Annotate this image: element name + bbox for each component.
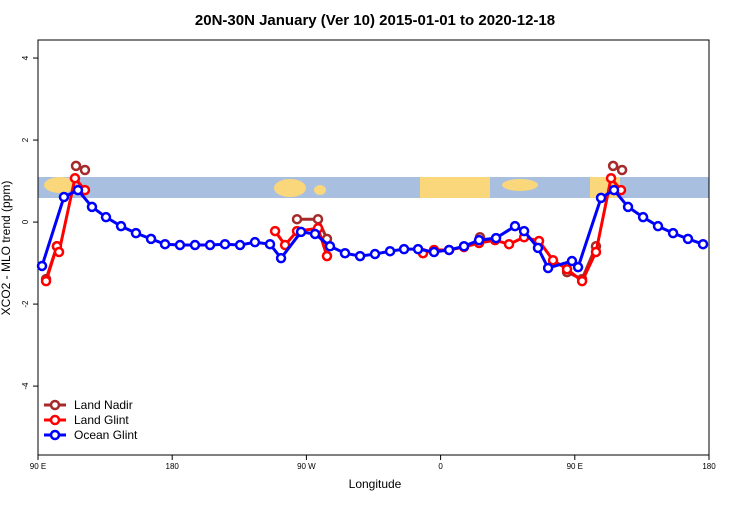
data-point <box>53 246 65 258</box>
data-point <box>605 172 617 184</box>
x-tick-label: 180 <box>702 462 716 471</box>
x-tick-label: 90 W <box>297 462 316 471</box>
data-point <box>36 260 48 272</box>
data-point <box>398 243 410 255</box>
data-point <box>219 238 231 250</box>
data-point <box>443 244 455 256</box>
data-point <box>667 227 679 239</box>
data-point <box>595 192 607 204</box>
x-tick-label: 0 <box>438 462 443 471</box>
data-point <box>652 220 664 232</box>
y-tick-label: 2 <box>21 137 30 142</box>
ocean-band <box>38 177 709 198</box>
data-point <box>145 233 157 245</box>
legend-marker <box>49 414 61 426</box>
data-point <box>682 233 694 245</box>
data-point <box>69 172 81 184</box>
data-point <box>159 238 171 250</box>
data-point <box>86 201 98 213</box>
y-tick-label: 4 <box>21 55 30 60</box>
data-point <box>616 164 628 176</box>
data-point <box>130 227 142 239</box>
data-point <box>312 213 324 225</box>
data-point <box>100 211 112 223</box>
data-point <box>354 250 366 262</box>
data-point <box>473 234 485 246</box>
data-point <box>309 228 321 240</box>
y-axis-label: XCO2 - MLO trend (ppm) <box>0 181 13 316</box>
chart-title: 20N-30N January (Ver 10) 2015-01-01 to 2… <box>195 12 555 29</box>
data-point <box>40 275 52 287</box>
data-point <box>547 254 559 266</box>
data-point <box>72 184 84 196</box>
legend-label: Land Nadir <box>74 398 133 412</box>
data-point <box>490 232 502 244</box>
data-point <box>339 247 351 259</box>
data-point <box>622 201 634 213</box>
data-point <box>566 255 578 267</box>
legend-label: Ocean Glint <box>74 428 138 442</box>
x-tick-label: 90 E <box>30 462 46 471</box>
data-point <box>384 245 396 257</box>
data-point <box>590 246 602 258</box>
data-point <box>561 263 573 275</box>
data-point <box>234 239 246 251</box>
legend-marker <box>49 429 61 441</box>
x-tick-label: 180 <box>166 462 180 471</box>
data-point <box>608 184 620 196</box>
data-point <box>542 262 554 274</box>
data-point <box>58 191 70 203</box>
land <box>420 177 490 198</box>
data-point <box>576 275 588 287</box>
data-point <box>204 239 216 251</box>
data-point <box>428 246 440 258</box>
data-point <box>275 252 287 264</box>
data-point <box>324 241 336 252</box>
data-point <box>249 236 261 248</box>
data-point <box>503 238 515 250</box>
land <box>274 179 306 197</box>
data-point <box>79 164 91 176</box>
data-point <box>70 160 82 172</box>
x-tick-label: 90 E <box>567 462 583 471</box>
y-tick-label: 0 <box>21 219 30 224</box>
data-point <box>518 225 530 237</box>
data-point <box>115 220 127 232</box>
data-point <box>509 220 521 232</box>
data-point <box>697 238 709 250</box>
data-point <box>321 250 333 262</box>
legend-marker <box>49 399 61 411</box>
data-point <box>174 239 186 251</box>
legend-label: Land Glint <box>74 413 129 427</box>
data-point <box>607 160 619 172</box>
data-point <box>412 243 424 255</box>
map-strip <box>38 177 709 198</box>
data-point <box>295 226 307 238</box>
y-tick-label: -2 <box>21 300 30 308</box>
data-point <box>369 248 381 260</box>
data-point <box>532 242 544 254</box>
data-point <box>458 241 470 252</box>
land <box>314 185 326 195</box>
data-point <box>264 238 276 250</box>
data-point <box>189 239 201 251</box>
land <box>44 177 76 193</box>
y-tick-label: -4 <box>21 382 30 390</box>
data-point <box>637 211 649 223</box>
x-axis-label: Longitude <box>349 477 402 491</box>
data-point <box>269 225 281 237</box>
land <box>502 179 538 191</box>
data-point <box>572 261 584 273</box>
data-point <box>279 239 291 251</box>
data-point <box>291 213 303 225</box>
